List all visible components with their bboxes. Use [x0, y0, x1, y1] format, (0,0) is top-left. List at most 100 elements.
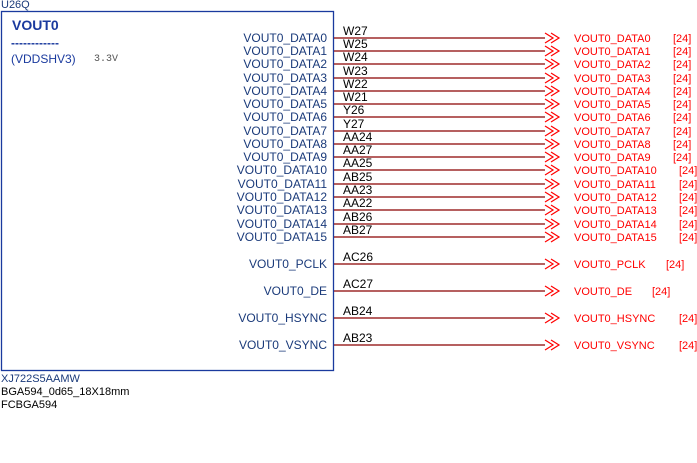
net-label: VOUT0_DATA0: [574, 33, 651, 45]
pin-row[interactable]: VOUT0_DATA6 Y26 VOUT0_DATA6 [24]: [243, 103, 691, 124]
pin-name: VOUT0_DATA5: [243, 97, 327, 111]
page-ref: [24]: [679, 219, 697, 231]
offpage-connector-icon: [544, 45, 561, 57]
net-label: VOUT0_DATA9: [574, 152, 651, 164]
offpage-connector-icon: [544, 72, 561, 84]
refdes-label: U26Q: [1, 0, 30, 11]
pin-row[interactable]: VOUT0_DATA0 W27 VOUT0_DATA0 [24]: [243, 24, 691, 45]
pin-row[interactable]: VOUT0_DATA5 W21 VOUT0_DATA5 [24]: [243, 90, 691, 111]
net-label: VOUT0_DATA15: [574, 232, 657, 244]
offpage-connector-icon: [544, 204, 561, 216]
offpage-connector-icon: [544, 138, 561, 150]
offpage-connector-icon: [544, 191, 561, 203]
ball-number: AA27: [343, 143, 373, 157]
pin-name: VOUT0_DATA3: [243, 71, 327, 85]
pin-name: VOUT0_VSYNC: [239, 338, 327, 352]
pin-row[interactable]: VOUT0_PCLK AC26 VOUT0_PCLK [24]: [249, 250, 684, 271]
offpage-connector-icon: [544, 111, 561, 123]
net-label: VOUT0_DATA8: [574, 139, 651, 151]
pin-row[interactable]: VOUT0_DATA13 AA22 VOUT0_DATA13 [24]: [237, 196, 697, 217]
ball-number: AB26: [343, 210, 373, 224]
page-ref: [24]: [679, 165, 697, 177]
page-ref: [24]: [666, 259, 684, 271]
ball-number: W27: [343, 24, 368, 38]
pin-row[interactable]: VOUT0_DATA10 AA25 VOUT0_DATA10 [24]: [237, 156, 697, 177]
net-label: VOUT0_DATA10: [574, 165, 657, 177]
ball-number: AB25: [343, 170, 373, 184]
ball-number: AB27: [343, 223, 373, 237]
page-ref: [24]: [673, 99, 691, 111]
page-ref: [24]: [673, 46, 691, 58]
component-body[interactable]: [0, 10, 335, 372]
offpage-connector-icon: [544, 312, 561, 324]
offpage-connector-icon: [544, 218, 561, 230]
net-label: VOUT0_DATA7: [574, 126, 651, 138]
pin-row[interactable]: VOUT0_DATA8 AA24 VOUT0_DATA8 [24]: [243, 130, 691, 151]
page-ref: [24]: [673, 126, 691, 138]
page-ref: [24]: [679, 179, 697, 191]
pin-row[interactable]: VOUT0_DATA9 AA27 VOUT0_DATA9 [24]: [243, 143, 691, 164]
ball-number: W23: [343, 64, 368, 78]
pin-row[interactable]: VOUT0_DATA11 AB25 VOUT0_DATA11 [24]: [238, 170, 697, 191]
net-label: VOUT0_DATA14: [574, 219, 657, 231]
pin-name: VOUT0_DATA9: [243, 150, 327, 164]
page-ref: [24]: [679, 192, 697, 204]
page-ref: [24]: [673, 33, 691, 45]
pin-name: VOUT0_DATA6: [243, 110, 327, 124]
offpage-connector-icon: [544, 178, 561, 190]
title-underline-dashes: ------------: [11, 36, 59, 50]
pin-name: VOUT0_DATA8: [243, 137, 327, 151]
part-number-label: XJ722S5AAMW: [1, 373, 80, 385]
ball-number: AA24: [343, 130, 373, 144]
offpage-connector-icon: [544, 285, 561, 297]
pin-row[interactable]: VOUT0_VSYNC AB23 VOUT0_VSYNC [24]: [239, 331, 697, 352]
ball-number: W25: [343, 37, 368, 51]
package-label: BGA594_0d65_18X18mm: [1, 386, 129, 398]
offpage-connector-icon: [544, 339, 561, 351]
pin-row[interactable]: VOUT0_DATA15 AB27 VOUT0_DATA15 [24]: [237, 223, 697, 244]
pin-name: VOUT0_HSYNC: [238, 311, 327, 325]
net-label: VOUT0_DATA3: [574, 73, 651, 85]
pin-row[interactable]: VOUT0_DATA7 Y27 VOUT0_DATA7 [24]: [243, 117, 691, 138]
ball-number: AA25: [343, 156, 373, 170]
pin-name: VOUT0_DATA11: [238, 177, 328, 191]
pin-row[interactable]: VOUT0_DATA3 W23 VOUT0_DATA3 [24]: [243, 64, 691, 85]
ball-number: AC26: [343, 250, 373, 264]
block-title: VOUT0: [12, 17, 59, 33]
pin-row[interactable]: VOUT0_DATA2 W24 VOUT0_DATA2 [24]: [243, 50, 691, 71]
pin-row[interactable]: VOUT0_DE AC27 VOUT0_DE [24]: [264, 277, 671, 298]
pin-row[interactable]: VOUT0_DATA14 AB26 VOUT0_DATA14 [24]: [237, 210, 697, 231]
net-label: VOUT0_VSYNC: [574, 340, 655, 352]
net-label: VOUT0_HSYNC: [574, 313, 655, 325]
pin-name: VOUT0_DATA12: [237, 190, 328, 204]
ball-number: AA23: [343, 183, 373, 197]
pin-name: VOUT0_DATA4: [243, 84, 327, 98]
pin-name: VOUT0_DATA14: [237, 217, 328, 231]
page-ref: [24]: [673, 139, 691, 151]
pin-row[interactable]: VOUT0_DATA1 W25 VOUT0_DATA1 [24]: [243, 37, 691, 58]
pin-name: VOUT0_DATA7: [243, 124, 327, 138]
net-label: VOUT0_DATA2: [574, 59, 651, 71]
offpage-connector-icon: [544, 164, 561, 176]
net-label: VOUT0_DATA4: [574, 86, 651, 98]
pin-row[interactable]: VOUT0_DATA12 AA23 VOUT0_DATA12 [24]: [237, 183, 697, 204]
page-ref: [24]: [673, 86, 691, 98]
net-label: VOUT0_DE: [574, 286, 632, 298]
page-ref: [24]: [673, 59, 691, 71]
pin-name: VOUT0_DATA2: [243, 57, 327, 71]
net-label: VOUT0_DATA5: [574, 99, 651, 111]
ball-number: W24: [343, 50, 368, 64]
net-label: VOUT0_PCLK: [574, 259, 646, 271]
ball-number: AA22: [343, 196, 373, 210]
page-ref: [24]: [673, 112, 691, 124]
pin-row[interactable]: VOUT0_HSYNC AB24 VOUT0_HSYNC [24]: [238, 304, 697, 325]
ball-number: Y26: [343, 103, 365, 117]
pin-name: VOUT0_DATA15: [237, 230, 328, 244]
pin-row[interactable]: VOUT0_DATA4 W22 VOUT0_DATA4 [24]: [243, 77, 691, 98]
ball-number: AB24: [343, 304, 373, 318]
page-ref: [24]: [679, 205, 697, 217]
voltage-label: 3.3V: [94, 54, 118, 65]
ball-number: AB23: [343, 331, 373, 345]
